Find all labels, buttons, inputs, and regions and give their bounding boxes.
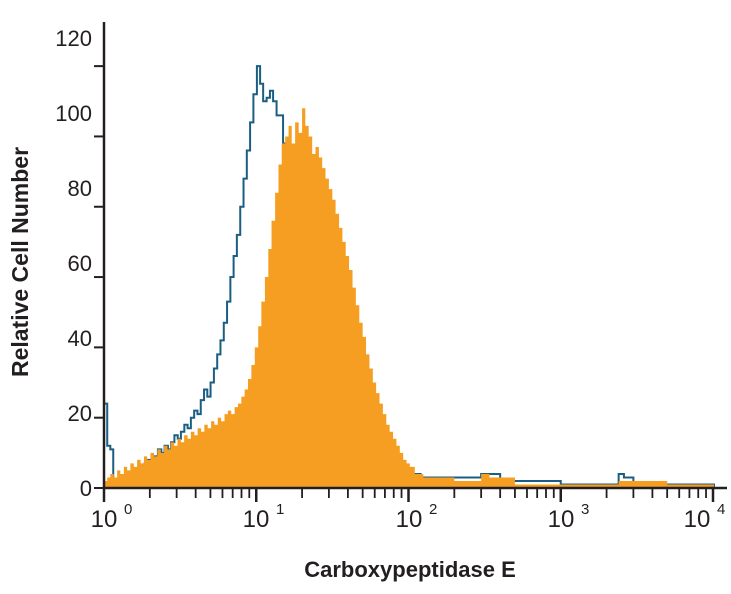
x-tick-exponent: 2 [429, 501, 437, 518]
x-tick-base: 10 [91, 506, 118, 533]
x-tick-label-group: 10 1 [243, 501, 285, 533]
y-axis-title: Relative Cell Number [7, 147, 33, 377]
y-tick-label: 80 [68, 176, 92, 201]
axis-layer [94, 22, 727, 502]
x-tick-label-group: 10 4 [684, 501, 726, 533]
x-tick-exponent: 1 [276, 501, 284, 518]
x-tick-exponent: 4 [717, 501, 725, 518]
y-tick-label: 0 [80, 476, 92, 501]
y-tick-label: 120 [55, 26, 92, 51]
y-tick-labels: 120 100 80 60 40 20 0 [55, 26, 92, 501]
series-layer [103, 65, 715, 488]
series-control [103, 65, 715, 488]
x-tick-label-group: 10 0 [91, 501, 133, 533]
x-tick-exponent: 0 [124, 501, 132, 518]
series-stained [104, 108, 714, 488]
y-tick-label: 100 [55, 101, 92, 126]
y-tick-label: 40 [68, 326, 92, 351]
x-tick-base: 10 [396, 506, 423, 533]
x-tick-base: 10 [548, 506, 575, 533]
x-tick-label-group: 10 3 [548, 501, 590, 533]
y-tick-label: 60 [68, 251, 92, 276]
y-tick-label: 20 [68, 401, 92, 426]
x-tick-exponent: 3 [581, 501, 589, 518]
x-tick-label-group: 10 2 [396, 501, 438, 533]
x-tick-base: 10 [684, 506, 711, 533]
x-tick-labels: 10 0 10 1 10 2 10 3 10 4 [91, 501, 726, 533]
x-axis-title: Carboxypeptidase E [304, 557, 516, 582]
x-tick-base: 10 [243, 506, 270, 533]
